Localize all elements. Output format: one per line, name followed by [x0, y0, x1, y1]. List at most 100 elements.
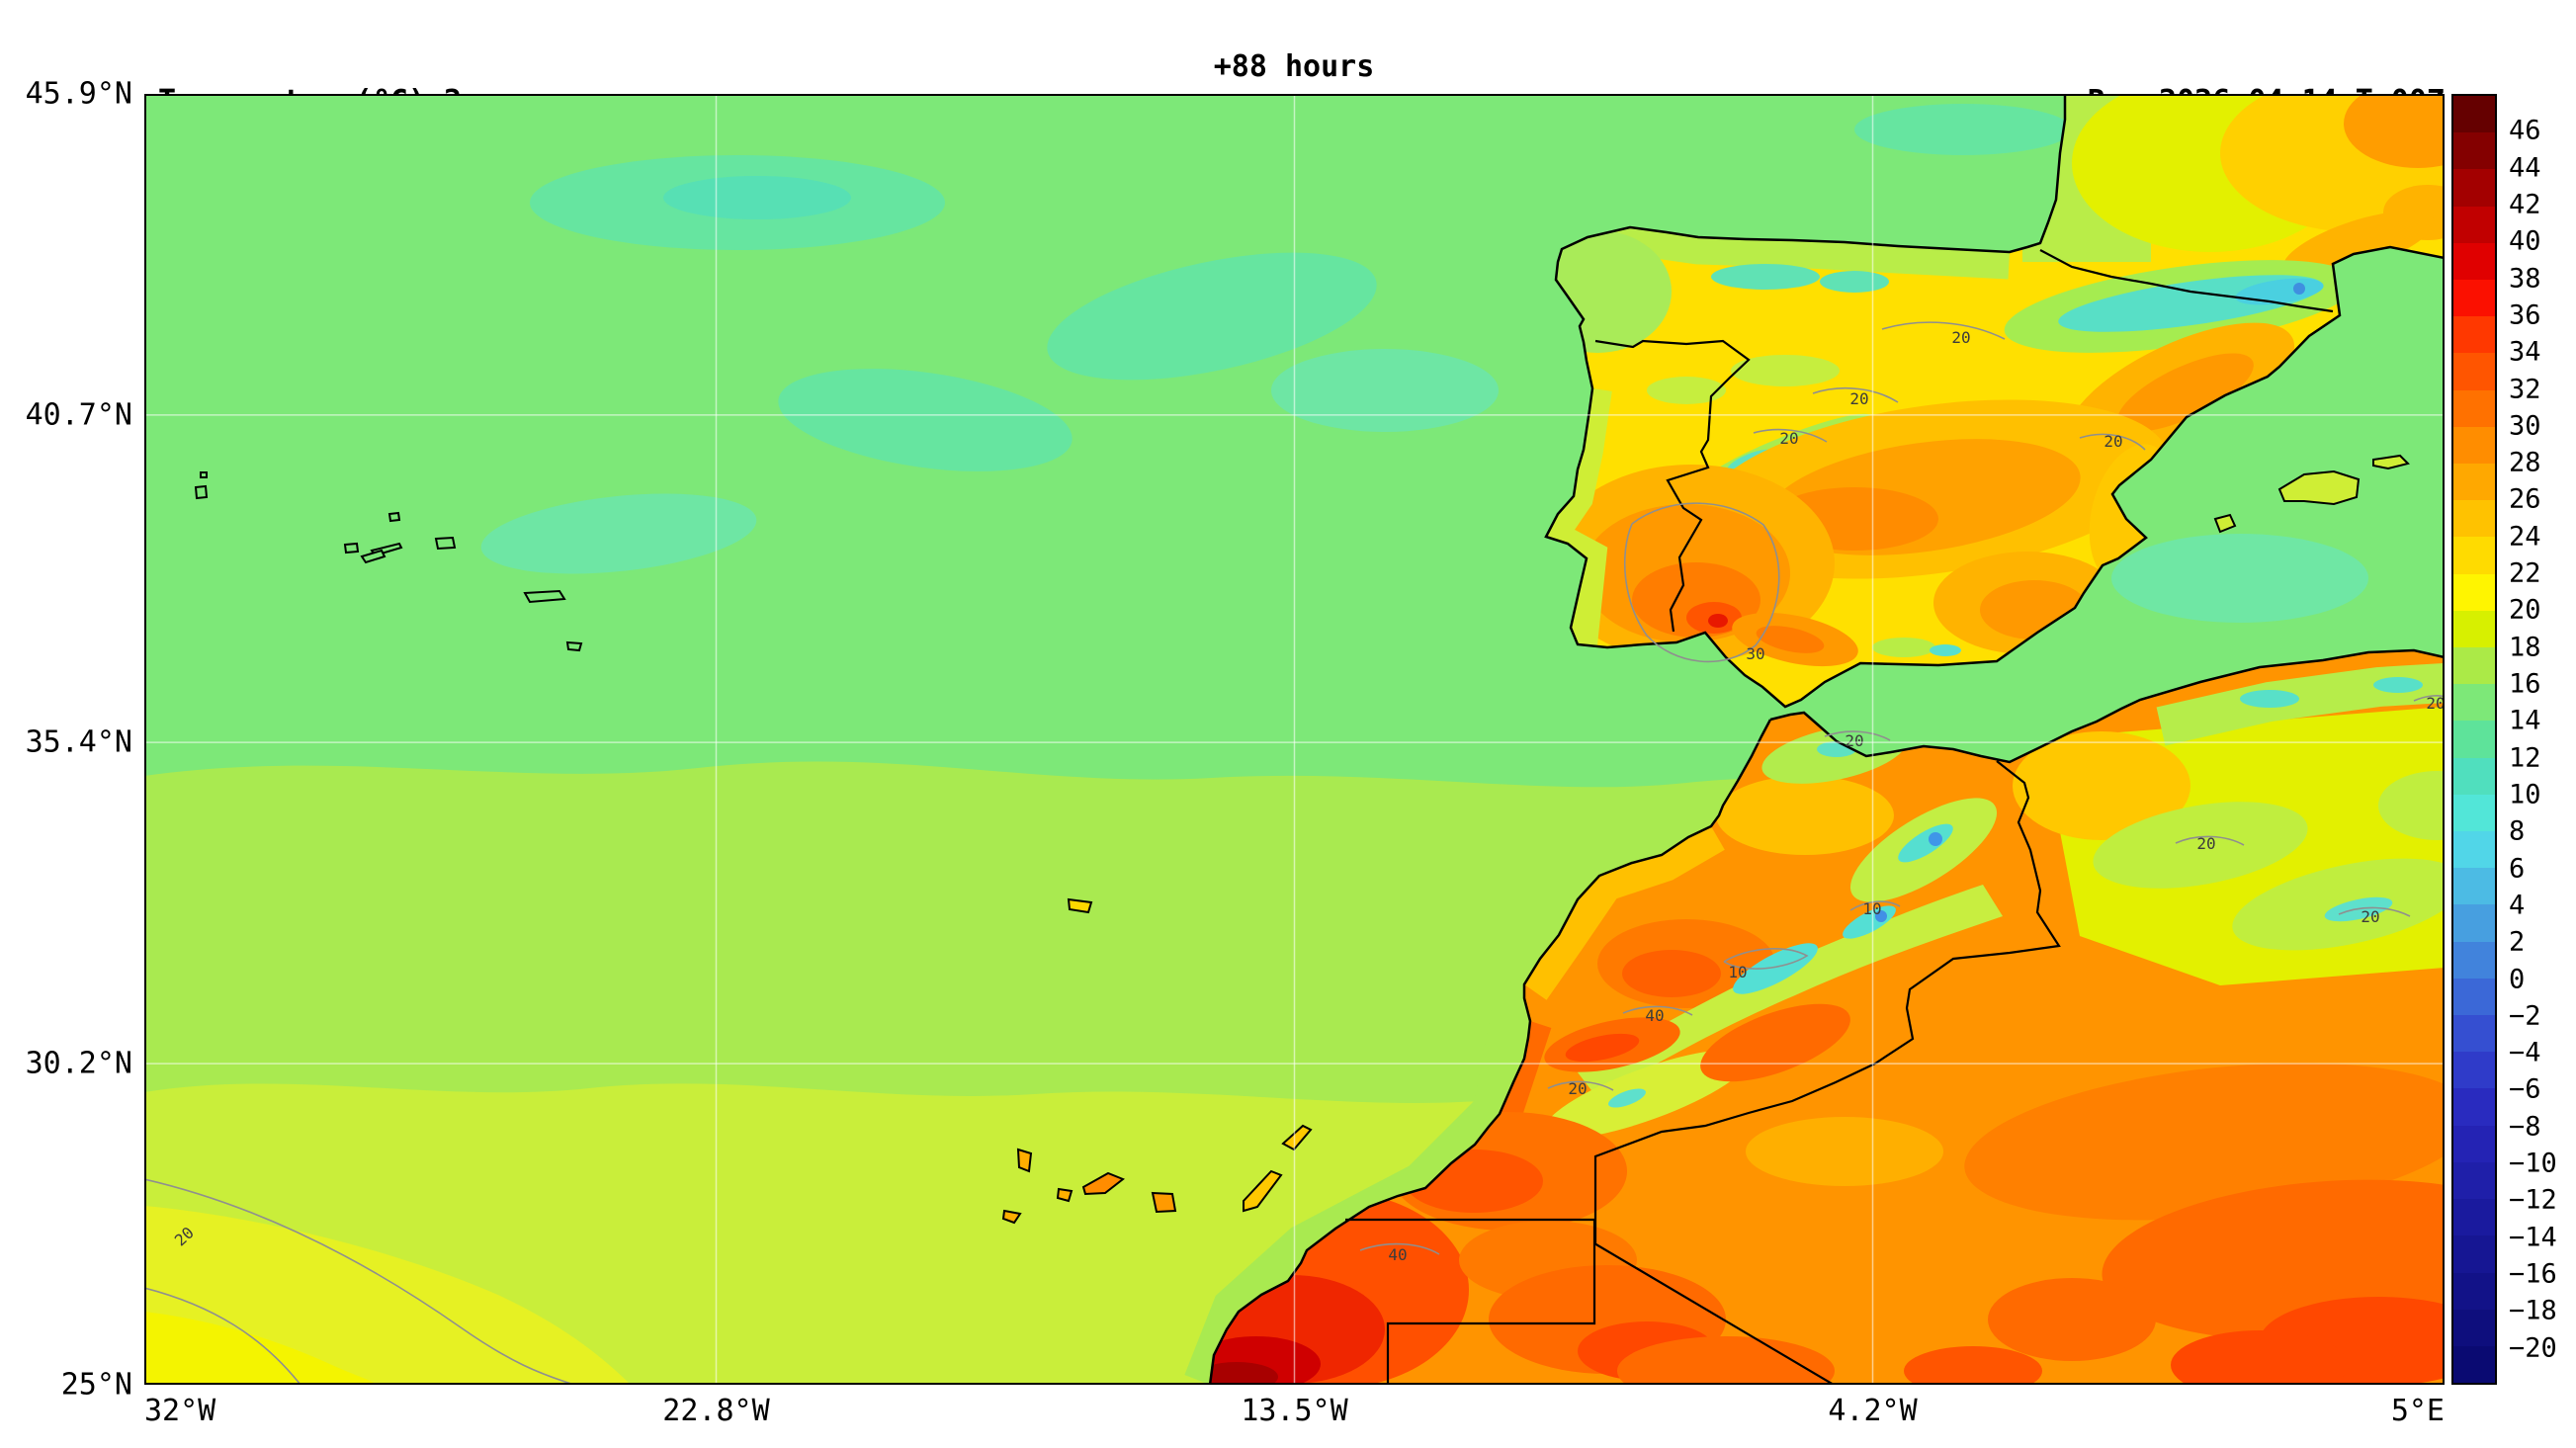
svg-text:20: 20	[1568, 1079, 1587, 1098]
colorbar-tick-label: 42	[2509, 189, 2541, 220]
svg-text:20: 20	[2196, 834, 2215, 853]
colorbar-tick-label: −6	[2509, 1073, 2541, 1105]
svg-text:20: 20	[1845, 731, 1863, 750]
colorbar-band	[2453, 647, 2495, 685]
colorbar-band	[2453, 868, 2495, 905]
pico-island	[360, 549, 386, 564]
colorbar-band	[2453, 464, 2495, 501]
colorbar-band	[2453, 757, 2495, 795]
svg-text:20: 20	[2426, 694, 2445, 713]
colorbar-band	[2453, 1235, 2495, 1273]
colorbar-tick-label: 22	[2509, 557, 2541, 589]
fuerteventura-island	[1243, 1169, 1283, 1213]
colorbar-band	[2453, 684, 2495, 722]
colorbar-band	[2453, 1272, 2495, 1310]
colorbar-tick-label: 38	[2509, 263, 2541, 295]
latitude-tick-label: 30.2°N	[25, 1046, 132, 1081]
svg-text:30: 30	[1746, 644, 1764, 663]
map-plot-area: 202020202030201010404020202020	[144, 94, 2445, 1385]
graticule	[144, 94, 2445, 1385]
colorbar-tick-label: 4	[2509, 890, 2526, 921]
spain-france-border	[2039, 249, 2334, 313]
forecast-lead-time: +88 hours	[1213, 49, 1375, 84]
colorbar-band	[2453, 206, 2495, 243]
colorbar-tick-label: −2	[2509, 1000, 2541, 1032]
corvo-island	[200, 471, 208, 478]
svg-text:20: 20	[1951, 328, 1970, 347]
el-hierro-island	[1001, 1209, 1022, 1225]
colorbar-band	[2453, 132, 2495, 170]
colorbar-tick-label: −18	[2509, 1295, 2557, 1326]
colorbar-band	[2453, 242, 2495, 281]
country-borders	[1345, 249, 2334, 1385]
temperature-map: 202020202030201010404020202020	[144, 94, 2445, 1385]
ibiza-island	[2213, 513, 2237, 534]
plot-frame	[144, 94, 2445, 1385]
svg-text:10: 10	[1728, 963, 1747, 981]
gran-canaria-island	[1151, 1191, 1177, 1214]
colorbar-band	[2453, 831, 2495, 869]
africa-coastline	[1208, 648, 2445, 1385]
colorbar-band	[2453, 280, 2495, 317]
iberia-coastline	[1544, 94, 2445, 709]
sao-miguel-island	[523, 589, 566, 604]
latitude-tick-label: 40.7°N	[25, 397, 132, 433]
lanzarote-island	[1281, 1124, 1313, 1151]
colorbar-band	[2453, 389, 2495, 427]
latitude-tick-label: 25°N	[60, 1367, 132, 1403]
iberia-temperature-shading	[1546, 94, 2445, 667]
tenerife-island	[1081, 1171, 1125, 1196]
mallorca-island	[2277, 469, 2361, 506]
longitude-tick-label: 5°E	[2390, 1394, 2445, 1428]
colorbar-tick-label: −10	[2509, 1148, 2557, 1179]
svg-text:20: 20	[2361, 907, 2379, 926]
colorbar-tick-label: −12	[2509, 1184, 2557, 1216]
colorbar-tick-label: 16	[2509, 668, 2541, 700]
colorbar-tick-label: 2	[2509, 926, 2526, 958]
colorbar-band	[2453, 1161, 2495, 1200]
la-palma-island	[1016, 1148, 1033, 1173]
latitude-tick-label: 45.9°N	[25, 76, 132, 112]
colorbar-tick-label: 28	[2509, 447, 2541, 478]
colorbar-tick-label: 32	[2509, 374, 2541, 404]
svg-text:40: 40	[1645, 1006, 1664, 1025]
colorbar-tick-label: 14	[2509, 705, 2541, 736]
graciosa-island	[387, 511, 401, 523]
colorbar-band	[2453, 978, 2495, 1016]
colorbar-band	[2453, 573, 2495, 611]
colorbar-band	[2453, 1088, 2495, 1126]
western-sahara-borders	[1345, 1218, 1596, 1385]
colorbar-tick-label: 24	[2509, 521, 2541, 553]
colorbar-tick-label: 0	[2509, 964, 2526, 995]
colorbar-tick-label: 20	[2509, 594, 2541, 626]
colorbar-tick-label: 34	[2509, 336, 2541, 368]
santa-maria-island	[565, 640, 583, 652]
colorbar-tick-label: −14	[2509, 1222, 2557, 1253]
colorbar-tick-label: 12	[2509, 742, 2541, 774]
mauritania-algeria-border	[1593, 1242, 1835, 1385]
longitude-tick-label: 32°W	[144, 1394, 216, 1428]
colorbar-tick-label: 30	[2509, 410, 2541, 442]
colorbar-tick-label: 6	[2509, 853, 2526, 885]
morocco-algeria-border	[1593, 760, 2061, 1243]
isotherm-value-labels: 202020202030201010404020202020	[171, 328, 2445, 1264]
colorbar-tick-label: 18	[2509, 632, 2541, 663]
colorbar-band	[2453, 1052, 2495, 1089]
svg-text:40: 40	[1388, 1245, 1407, 1264]
colorbar-band	[2453, 96, 2495, 133]
colorbar-band	[2453, 500, 2495, 538]
colorbar-tick-label: 40	[2509, 225, 2541, 257]
svg-text:20: 20	[1779, 429, 1798, 448]
isotherm-contours	[144, 321, 2445, 1385]
terceira-island	[434, 536, 457, 551]
africa-landmass	[1208, 648, 2445, 1385]
longitude-tick-label: 22.8°W	[662, 1394, 770, 1428]
colorbar-band	[2453, 794, 2495, 832]
iberia-landmass	[1544, 94, 2445, 709]
temperature-colorbar	[2451, 94, 2497, 1385]
islands	[194, 454, 2410, 1225]
colorbar-tick-label: −20	[2509, 1332, 2557, 1364]
colorbar-tick-label: 26	[2509, 483, 2541, 515]
colorbar-tick-label: 10	[2509, 779, 2541, 810]
